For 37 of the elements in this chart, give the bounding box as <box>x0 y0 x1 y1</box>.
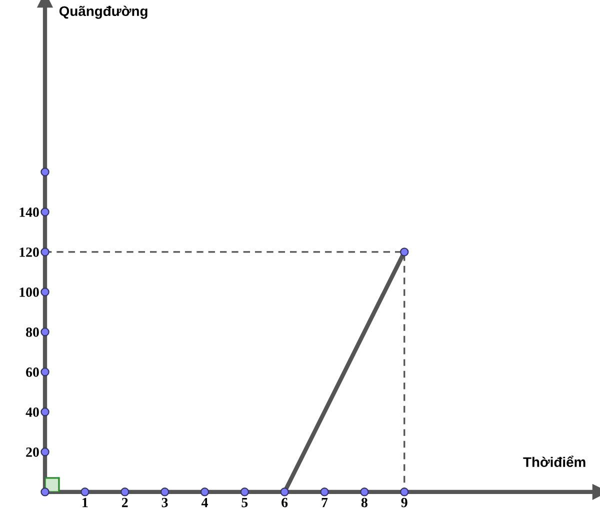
point <box>40 248 50 256</box>
y-tick-label: 80 <box>26 328 39 337</box>
x-axis-title: Thờiđiểm <box>523 456 586 468</box>
point <box>400 488 409 496</box>
x-tick-label: 9 <box>401 498 408 508</box>
point <box>40 328 50 336</box>
point <box>360 488 369 496</box>
y-axis-title: Quãngđường <box>59 6 148 19</box>
point <box>280 488 289 496</box>
y-tick-label: 140 <box>20 208 39 217</box>
y-tick-label: 40 <box>26 407 39 417</box>
point <box>400 248 409 256</box>
point <box>120 488 130 496</box>
y-tick-label: 120 <box>20 248 39 257</box>
point <box>40 448 50 456</box>
point <box>80 488 90 496</box>
x-tick-label: 2 <box>122 498 128 508</box>
x-tick-label: 6 <box>282 498 288 508</box>
point <box>40 488 50 496</box>
y-tick-label: 20 <box>26 447 39 457</box>
x-tick-label: 5 <box>242 498 248 508</box>
point <box>40 168 50 176</box>
x-tick-label: 1 <box>82 498 88 508</box>
point <box>160 488 170 496</box>
x-tick-label: 4 <box>201 498 208 508</box>
point <box>40 288 50 296</box>
point <box>40 368 50 376</box>
point <box>40 208 50 216</box>
x-tick-label: 8 <box>361 498 368 508</box>
point <box>40 408 50 416</box>
x-tick-label: 3 <box>162 498 168 508</box>
y-tick-label: 100 <box>20 288 39 297</box>
point <box>200 488 210 496</box>
y-tick-label: 60 <box>26 368 39 377</box>
point <box>240 488 249 496</box>
x-tick-label: 7 <box>322 498 328 508</box>
point <box>320 488 329 496</box>
